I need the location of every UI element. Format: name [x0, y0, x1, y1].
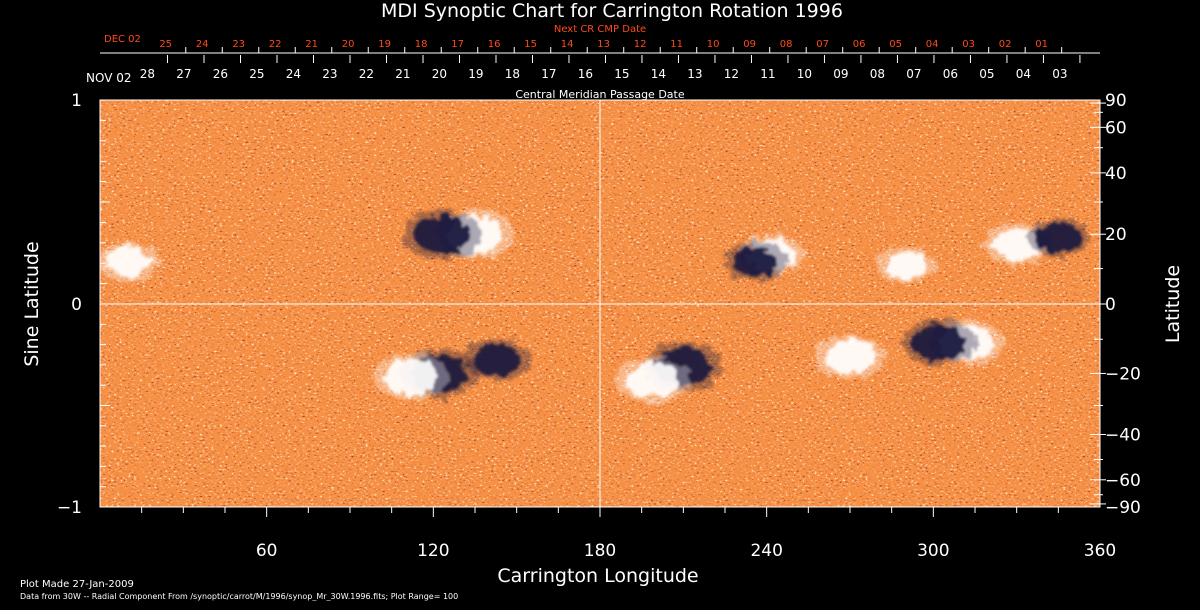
plot-made-note: Plot Made 27-Jan-2009: [20, 579, 134, 590]
next-cr-tick-label: 03: [962, 39, 975, 50]
x-tick-label: 240: [750, 541, 782, 561]
x-tick-label: 60: [256, 541, 278, 561]
next-cr-tick-label: 23: [232, 39, 245, 50]
next-cr-tick-label: 19: [378, 39, 391, 50]
cmp-tick-label: 13: [687, 67, 702, 81]
cmp-tick-label: 24: [286, 67, 301, 81]
cmp-tick-label: 11: [760, 67, 775, 81]
next-cr-tick-label: 21: [305, 39, 318, 50]
region-core: [733, 246, 778, 277]
x-tick-label: 360: [1084, 541, 1116, 561]
cmp-tick-label: 14: [651, 67, 666, 81]
y-right-tick-label: −60: [1105, 471, 1141, 491]
y-right-tick-label: −90: [1105, 498, 1141, 518]
next-cr-tick-label: 20: [342, 39, 355, 50]
x-axis: 60 120 180 240 300 360: [141, 507, 1116, 561]
next-cr-tick-label: 25: [159, 39, 172, 50]
next-cr-ticks: 25 24 23 22 21 20 19 18 17 16 15 14 13 12 11 10 09 08 07 06…: [159, 39, 1063, 53]
next-cr-tick-label: 06: [853, 39, 866, 50]
cmp-tick-label: 08: [870, 67, 885, 81]
cmp-tick-label: 25: [249, 67, 264, 81]
cmp-tick-label: 26: [213, 67, 228, 81]
next-cr-tick-label: 14: [561, 39, 574, 50]
cmp-tick-label: 21: [395, 67, 410, 81]
y-right-tick-label: 60: [1105, 118, 1127, 138]
cmp-tick-label: 09: [833, 67, 848, 81]
y-left-tick-label: 1: [71, 91, 82, 111]
cmp-tick-label: 10: [797, 67, 812, 81]
y-right-tick-label: 90: [1105, 91, 1127, 111]
next-cr-tick-label: 02: [999, 39, 1012, 50]
next-cr-tick-label: 13: [597, 39, 610, 50]
cmp-tick-label: 18: [505, 67, 520, 81]
next-cr-tick-label: 08: [780, 39, 793, 50]
region-core: [384, 358, 438, 395]
next-cr-tick-label: 09: [743, 39, 756, 50]
y-left-tick-label: 0: [71, 295, 82, 315]
next-cr-tick-label: 22: [269, 39, 282, 50]
next-cr-tick-label: 18: [415, 39, 428, 50]
cmp-tick-label: 22: [359, 67, 374, 81]
y-right-tick-label: 20: [1105, 225, 1127, 245]
region-core: [1035, 222, 1081, 253]
region-core: [884, 251, 927, 280]
y-left-axis: 1 0 −1: [57, 91, 110, 518]
y-right-tick-label: 0: [1105, 295, 1116, 315]
next-cr-axis-label: Next CR CMP Date: [554, 24, 646, 35]
data-source-note: Data from 30W -- Radial Component From /…: [20, 592, 459, 601]
y-right-tick-label: 40: [1105, 164, 1127, 184]
next-cr-tick-label: 17: [451, 39, 464, 50]
x-tick-label: 120: [417, 541, 449, 561]
region-core: [912, 324, 966, 361]
cmp-axis-label: Central Meridian Passage Date: [515, 88, 684, 101]
cmp-tick-label: 06: [943, 67, 958, 81]
y-left-tick-label: −1: [57, 498, 82, 518]
region-core: [626, 362, 680, 399]
next-cr-tick-label: 16: [488, 39, 501, 50]
cmp-start-label: NOV 02: [86, 71, 132, 85]
cmp-tick-label: 20: [432, 67, 447, 81]
active-regions: [100, 209, 1090, 404]
next-cr-tick-label: 24: [196, 39, 209, 50]
y-left-axis-label: Sine Latitude: [21, 241, 43, 366]
cmp-tick-label: 16: [578, 67, 593, 81]
next-cr-tick-label: 12: [634, 39, 647, 50]
next-cr-tick-label: 07: [816, 39, 829, 50]
next-cr-tick-label: 11: [670, 39, 683, 50]
cmp-tick-label: 07: [906, 67, 921, 81]
y-right-axis: 90 60 40 20 0 −20 −40 −60 −90: [1090, 91, 1141, 518]
y-right-tick-label: −20: [1105, 364, 1141, 384]
cmp-ticks: 28 27 26 25 24 23 22 21 20 19 18 17 16 15 14 13 12 11 10 09…: [140, 55, 1081, 81]
cmp-tick-label: 04: [1016, 67, 1031, 81]
x-axis-label: Carrington Longitude: [497, 565, 698, 587]
cmp-tick-label: 05: [979, 67, 994, 81]
cmp-tick-label: 27: [176, 67, 191, 81]
cmp-tick-label: 19: [468, 67, 483, 81]
region-core: [473, 343, 522, 376]
cmp-tick-label: 15: [614, 67, 629, 81]
cmp-tick-label: 03: [1052, 67, 1067, 81]
y-right-axis-label: Latitude: [1162, 265, 1184, 343]
cmp-tick-label: 17: [541, 67, 556, 81]
next-cr-tick-label: 04: [926, 39, 939, 50]
x-tick-label: 300: [917, 541, 949, 561]
cmp-tick-label: 23: [322, 67, 337, 81]
y-right-tick-label: −40: [1105, 425, 1141, 445]
next-cr-tick-label: 01: [1035, 39, 1048, 50]
region-core: [824, 339, 876, 374]
next-cr-start-label: DEC 02: [104, 34, 141, 45]
next-cr-tick-label: 10: [707, 39, 720, 50]
cmp-tick-label: 28: [140, 67, 155, 81]
next-cr-tick-label: 05: [889, 39, 902, 50]
x-tick-label: 180: [584, 541, 616, 561]
chart-title: MDI Synoptic Chart for Carrington Rotati…: [381, 0, 843, 22]
cmp-tick-label: 12: [724, 67, 739, 81]
region-core: [413, 215, 470, 254]
region-core: [105, 246, 151, 277]
next-cr-tick-label: 15: [524, 39, 537, 50]
